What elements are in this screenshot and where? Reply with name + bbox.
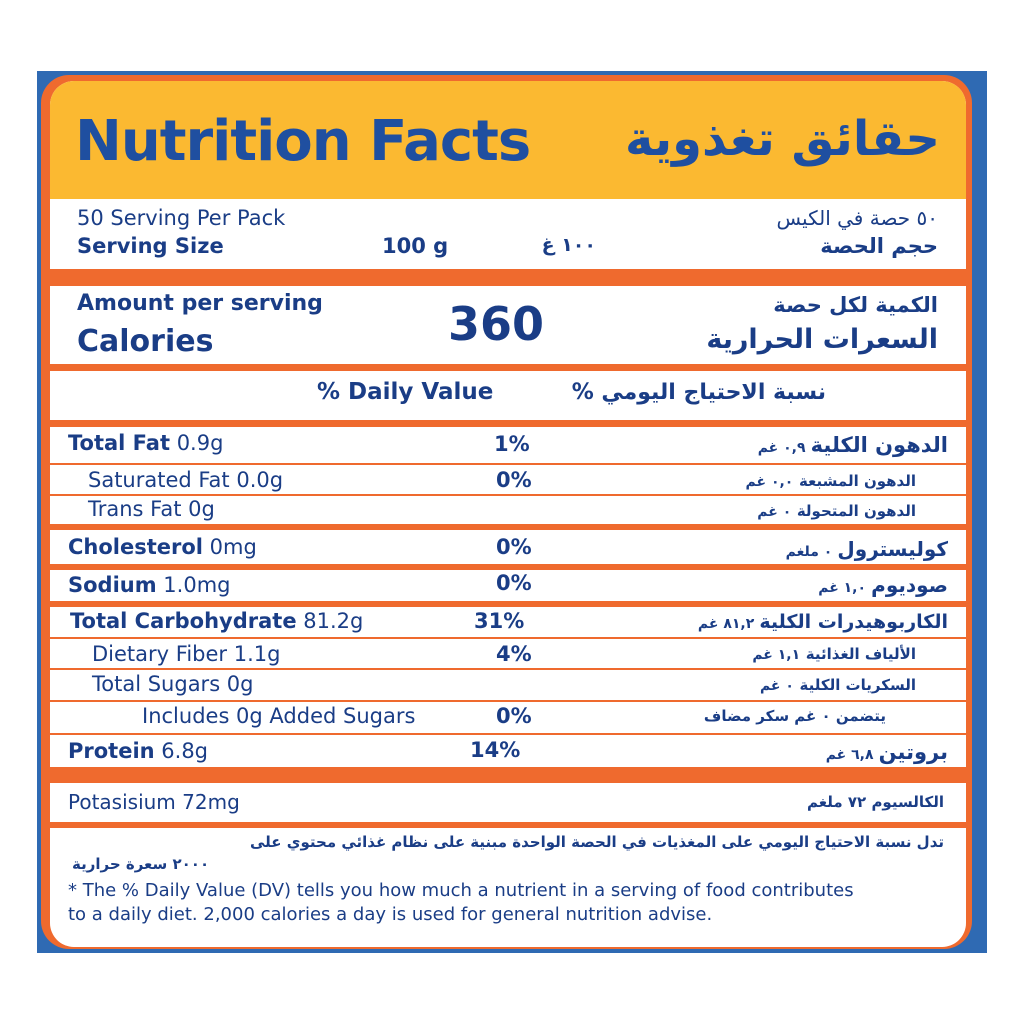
nutrient-daily-value: 0% bbox=[496, 704, 532, 728]
divider-medium bbox=[50, 420, 966, 427]
footnote-english-line1: * The % Daily Value (DV) tells you how m… bbox=[68, 880, 854, 901]
nutrient-amount: 0.9g bbox=[170, 431, 224, 455]
nutrient-name: Total Carbohydrate bbox=[70, 609, 297, 633]
nutrient-name-arabic: الدهون الكلية bbox=[810, 433, 948, 457]
divider-medium bbox=[50, 524, 966, 530]
divider-medium bbox=[50, 564, 966, 570]
nutrient-name-arabic: السكريات الكلية bbox=[799, 676, 917, 694]
nutrient-amount-arabic: ٠ غم bbox=[759, 678, 794, 694]
nutrition-label: Nutrition Facts حقائق تغذوية 50 Serving … bbox=[50, 81, 966, 947]
servings-per-pack-arabic: ٥٠ حصة في الكيس bbox=[776, 206, 938, 230]
serving-size-label-arabic: حجم الحصة bbox=[820, 234, 938, 258]
nutrient-daily-value: 31% bbox=[474, 609, 525, 633]
title-english: Nutrition Facts bbox=[75, 109, 531, 174]
nutrient-name: Cholesterol bbox=[68, 535, 203, 559]
nutrient-amount: 6.8g bbox=[154, 739, 209, 763]
servings-per-pack: 50 Serving Per Pack bbox=[77, 206, 286, 230]
serving-size-value-arabic: ١٠٠ غ bbox=[541, 234, 596, 256]
nutrient-name: Total Sugars 0g bbox=[92, 672, 254, 696]
nutrient-name-arabic: بروتين bbox=[878, 740, 948, 764]
nutrient-daily-value: 1% bbox=[494, 432, 530, 456]
nutrient-amount-arabic: ١,٠ غم bbox=[818, 580, 867, 596]
nutrient-name: Trans Fat 0g bbox=[88, 497, 215, 521]
nutrient-amount-arabic: ٠,٠ غم bbox=[745, 474, 794, 490]
nutrient-name-arabic: الكاربوهيدرات الكلية bbox=[759, 611, 948, 633]
potassium-label-arabic: الكالسيوم ٧٢ ملغم bbox=[807, 793, 944, 811]
row-divider bbox=[50, 733, 966, 735]
nutrient-name-arabic: صوديوم bbox=[871, 573, 948, 597]
title-arabic: حقائق تغذوية bbox=[625, 111, 940, 167]
nutrient-amount-arabic: ٠ ملغم bbox=[785, 544, 833, 560]
nutrient-name: Dietary Fiber 1.1g bbox=[92, 642, 281, 666]
nutrient-name-arabic: الألياف الغذائية bbox=[805, 645, 916, 663]
divider-medium bbox=[50, 601, 966, 607]
footnote-arabic-line2: ٢٠٠٠ سعرة حرارية bbox=[72, 855, 210, 873]
divider-medium bbox=[50, 822, 966, 828]
nutrient-daily-value: 0% bbox=[496, 571, 532, 595]
row-divider bbox=[50, 668, 966, 670]
nutrient-name: Sodium bbox=[68, 573, 157, 597]
nutrient-name-arabic: الدهون المتحولة bbox=[796, 502, 916, 520]
footnote-english-line2: to a daily diet. 2,000 calories a day is… bbox=[68, 904, 713, 925]
row-divider bbox=[50, 637, 966, 639]
nutrient-amount: 1.0mg bbox=[156, 573, 231, 597]
nutrient-name: Protein bbox=[68, 739, 155, 763]
serving-size-label: Serving Size bbox=[77, 234, 224, 258]
daily-value-header: % Daily Value bbox=[317, 379, 494, 405]
nutrient-amount: 0mg bbox=[203, 535, 257, 559]
nutrient-amount-arabic: ٠,٩ غم bbox=[757, 440, 806, 456]
label-header: Nutrition Facts حقائق تغذوية bbox=[50, 81, 966, 199]
nutrient-name-arabic: كوليسترول bbox=[837, 537, 948, 561]
nutrient-amount-arabic: ٦,٨ غم bbox=[825, 747, 874, 763]
potassium-label: Potasisium 72mg bbox=[68, 790, 240, 814]
divider-thick bbox=[50, 269, 966, 286]
calories-label: Calories bbox=[77, 324, 214, 359]
nutrient-amount-arabic: ١,١ غم bbox=[752, 647, 801, 663]
nutrient-name-arabic: يتضمن ٠ غم سكر مضاف bbox=[703, 707, 886, 725]
nutrient-daily-value: 0% bbox=[496, 468, 532, 492]
row-divider bbox=[50, 700, 966, 702]
calories-label-arabic: السعرات الحرارية bbox=[706, 324, 938, 355]
amount-per-serving-arabic: الكمية لكل حصة bbox=[773, 293, 938, 317]
calories-value: 360 bbox=[448, 297, 545, 351]
amount-per-serving-label: Amount per serving bbox=[77, 291, 323, 316]
row-divider bbox=[50, 494, 966, 496]
daily-value-header-arabic: نسبة الاحتياج اليومي % bbox=[571, 380, 826, 405]
nutrient-name-arabic: الدهون المشبعة bbox=[798, 472, 916, 490]
nutrient-amount-arabic: ٨١,٢ غم bbox=[697, 616, 755, 632]
nutrient-name: Total Fat bbox=[68, 431, 171, 455]
nutrient-daily-value: 4% bbox=[496, 642, 532, 666]
divider-medium bbox=[50, 364, 966, 371]
nutrient-daily-value: 14% bbox=[470, 738, 521, 762]
nutrient-name: Saturated Fat 0.0g bbox=[88, 468, 284, 492]
row-divider bbox=[50, 463, 966, 465]
nutrient-amount-arabic: ٠ غم bbox=[757, 504, 792, 520]
nutrient-daily-value: 0% bbox=[496, 535, 532, 559]
divider-thick bbox=[50, 767, 966, 783]
nutrient-name: Includes 0g Added Sugars bbox=[142, 704, 416, 728]
footnote-arabic-line1: تدل نسبة الاحتياج اليومي على المغذيات في… bbox=[249, 833, 944, 851]
serving-size-value: 100 g bbox=[382, 234, 449, 258]
nutrient-amount: 81.2g bbox=[296, 609, 364, 633]
